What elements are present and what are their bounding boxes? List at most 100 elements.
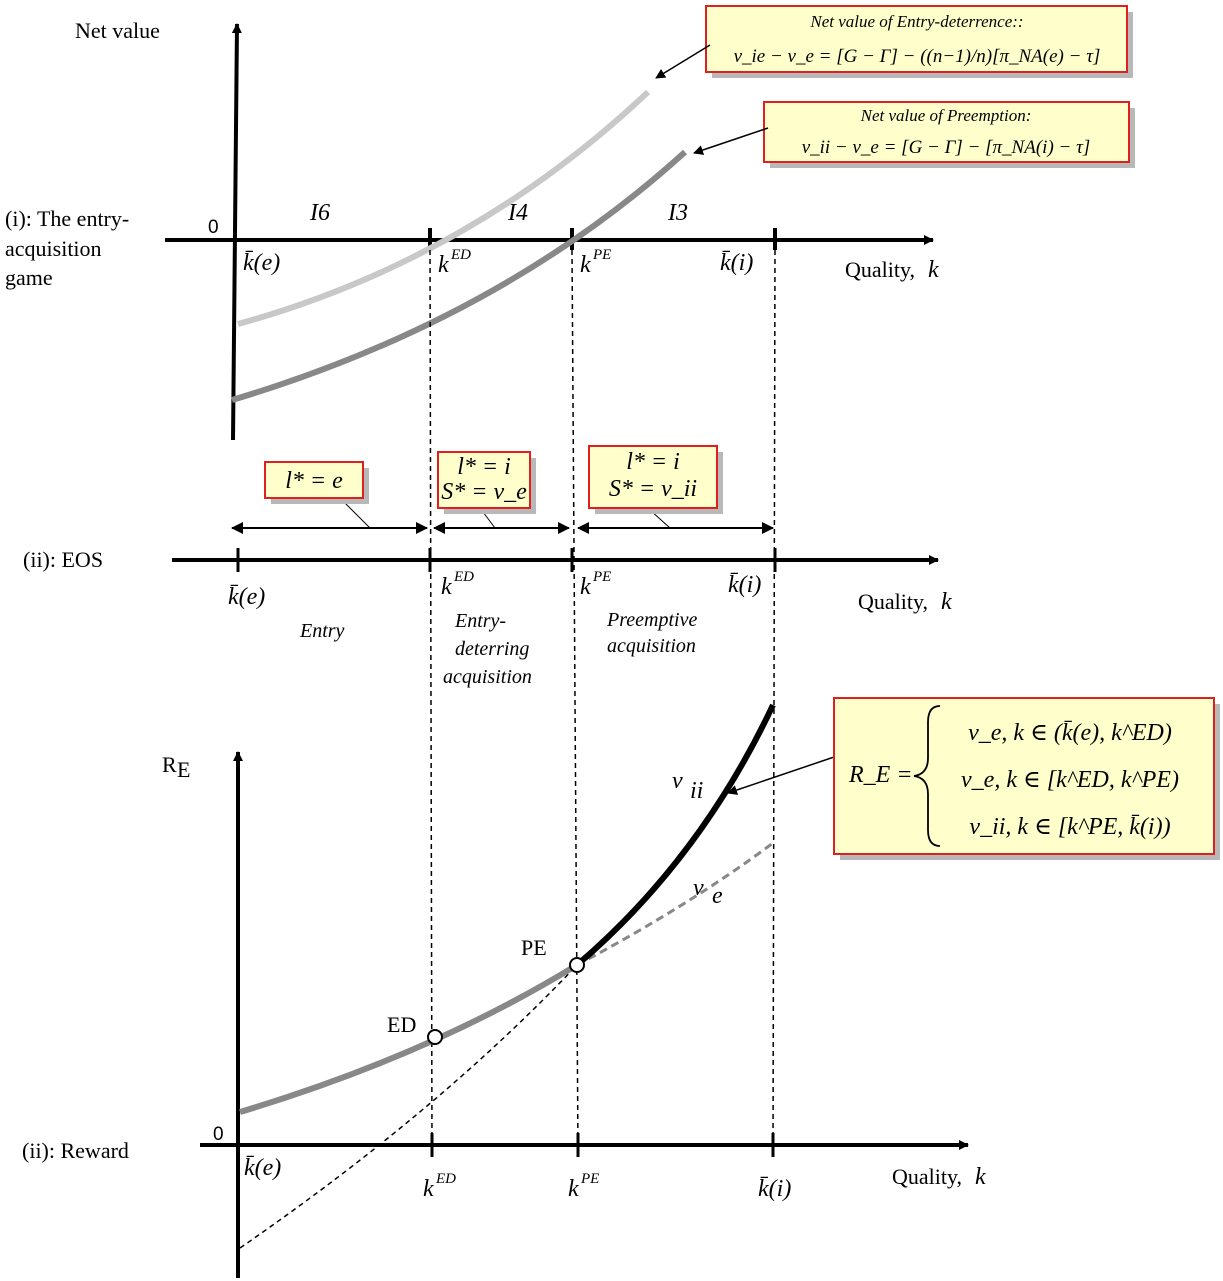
point-ed-label: ED	[387, 1012, 416, 1037]
tick-label-ked-reward: k ED	[423, 1171, 456, 1202]
svg-text:PE: PE	[592, 247, 611, 263]
svg-text:k: k	[928, 257, 939, 283]
y-axis-label-reward: R E	[162, 752, 190, 782]
tick-label-ked-eos: k ED	[441, 569, 474, 600]
reward-row-2: v_e, k ∈ [k^ED, k^PE)	[961, 767, 1179, 793]
callout-preemption: Net value of Preemption: v_ii − v_e = [G…	[763, 101, 1135, 168]
curve-reward-ve-solid	[239, 962, 579, 1115]
svg-text:k: k	[423, 1176, 434, 1202]
callout-entry-deterrence: Net value of Entry-deterrence:: v_ie − v…	[705, 5, 1133, 78]
origin-label-reward: 0	[213, 1124, 224, 1145]
svg-text:PE: PE	[580, 1171, 599, 1187]
regime-entry-deterring-2: deterring	[455, 638, 529, 660]
svg-text:S* = v_ii: S* = v_ii	[609, 476, 697, 502]
regime-entry: Entry	[299, 620, 345, 642]
curve-label-vii: v ii	[672, 768, 703, 804]
region-i4: I4	[507, 200, 528, 226]
regime-preemptive-2: acquisition	[607, 635, 696, 657]
row-label-i-line2: acquisition	[5, 236, 102, 261]
svg-text:v: v	[693, 875, 704, 901]
svg-text:k: k	[975, 1164, 986, 1190]
brace-icon	[913, 705, 941, 847]
svg-text:ED: ED	[453, 569, 474, 585]
tick-label-kbar-e-reward: k̄(e)	[244, 1155, 281, 1181]
callout-entry-formula: v_ie − v_e = [G − Γ] − ((n−1)/n)[π_NA(e)…	[734, 46, 1101, 67]
tick-label-kbar-e-eos: k̄(e)	[228, 584, 265, 610]
row-label-reward: (ii): Reward	[22, 1138, 129, 1163]
tick-label-kbar-e-i: k̄(e)	[243, 250, 280, 276]
row-label-i-line1: (i): The entry-	[5, 206, 129, 231]
tick-label-kpe-i: k PE	[580, 247, 611, 278]
svg-text:E: E	[177, 757, 190, 782]
reward-row-1: v_e, k ∈ (k̄(e), k^ED)	[968, 720, 1172, 746]
x-axis-label-i: Quality, k	[845, 257, 939, 283]
svg-text:k: k	[441, 574, 452, 600]
eos-box-entry-deterring: l* = i S* = v_e	[437, 451, 536, 514]
svg-text:k: k	[580, 574, 591, 600]
tick-label-kpe-eos: k PE	[580, 569, 611, 600]
curve-label-ve: v e	[693, 875, 723, 909]
svg-text:ii: ii	[690, 778, 703, 804]
svg-text:k: k	[580, 252, 591, 278]
region-i6: I6	[309, 200, 330, 226]
arrow-preemption-callout	[693, 127, 769, 155]
guide-ked	[429, 249, 433, 1151]
svg-text:Quality,: Quality,	[845, 257, 915, 282]
callout-preemption-formula: v_ii − v_e = [G − Γ] − [π_NA(i) − τ]	[802, 137, 1091, 158]
tick-label-ked-i: k ED	[438, 247, 471, 278]
svg-text:l* = i: l* = i	[626, 449, 680, 475]
svg-text:S* = v_e: S* = v_e	[441, 479, 527, 505]
row-label-i-line3: game	[5, 265, 53, 290]
guide-kpe	[571, 249, 579, 1151]
point-pe-label: PE	[521, 935, 547, 960]
y-axis-label-net-value: Net value	[75, 18, 160, 43]
callout-preemption-title: Net value of Preemption:	[860, 106, 1032, 125]
curve-ve-upper-dashed	[576, 841, 774, 967]
tick-label-kpe-reward: k PE	[568, 1171, 599, 1202]
tick-label-kbar-i-i: k̄(i)	[720, 250, 753, 276]
svg-text:R: R	[162, 752, 177, 777]
regime-entry-deterring-3: acquisition	[443, 666, 532, 688]
svg-text:k: k	[438, 252, 449, 278]
curve-preemption-net-value	[231, 149, 688, 403]
reward-row-3: v_ii, k ∈ [k^PE, k̄(i))	[969, 814, 1170, 840]
svg-text:k: k	[941, 589, 952, 615]
svg-text:ED: ED	[450, 247, 471, 263]
tick-label-kbar-i-eos: k̄(i)	[728, 572, 761, 598]
svg-text:PE: PE	[592, 569, 611, 585]
panel-eos: (ii): EOS k̄(e) k ED k PE k̄(i) Quality,…	[23, 445, 952, 688]
svg-text:k: k	[568, 1176, 579, 1202]
svg-text:e: e	[712, 883, 723, 909]
panel-reward: R E (ii): Reward 0 k̄(e) k ED k PE k̄(i)…	[22, 697, 1220, 1278]
point-ed	[427, 1029, 443, 1045]
callout-reward-function: R_E = v_e, k ∈ (k̄(e), k^ED) v_e, k ∈ [k…	[833, 697, 1220, 860]
svg-text:Quality,: Quality,	[858, 589, 928, 614]
tick-label-kbar-i-reward: k̄(i)	[758, 1176, 791, 1202]
regime-entry-deterring-1: Entry-	[454, 610, 506, 632]
x-axis-label-eos: Quality, k	[858, 589, 952, 615]
curve-reward-vii-solid	[575, 703, 776, 968]
origin-label-i: 0	[208, 217, 219, 238]
reward-lhs: R_E =	[848, 762, 913, 788]
y-axis-net-value	[231, 23, 242, 441]
svg-text:l* = e: l* = e	[285, 468, 343, 494]
region-i3: I3	[667, 200, 688, 226]
eos-box-preemptive: l* = i S* = v_ii	[588, 445, 723, 514]
svg-text:ED: ED	[435, 1171, 456, 1187]
callout-entry-title: Net value of Entry-deterrence::	[809, 12, 1023, 31]
row-label-eos: (ii): EOS	[23, 547, 103, 572]
arrow-entry-callout	[655, 44, 711, 79]
curve-entry-deterrence-net-value	[237, 89, 651, 327]
guide-kbar-i	[772, 249, 776, 1151]
arrow-reward-callout	[727, 755, 838, 795]
svg-text:l* = i: l* = i	[457, 454, 511, 480]
point-pe	[569, 957, 585, 973]
eos-box-entry: l* = e	[264, 461, 369, 504]
x-axis-label-reward: Quality, k	[892, 1164, 986, 1190]
regime-preemptive-1: Preemptive	[606, 609, 697, 631]
curve-ve-lower-dashed	[239, 964, 578, 1249]
svg-text:v: v	[672, 768, 683, 794]
panel-entry-acquisition-game: Net value (i): The entry- acquisition ga…	[5, 5, 1135, 441]
svg-text:Quality,: Quality,	[892, 1164, 962, 1189]
